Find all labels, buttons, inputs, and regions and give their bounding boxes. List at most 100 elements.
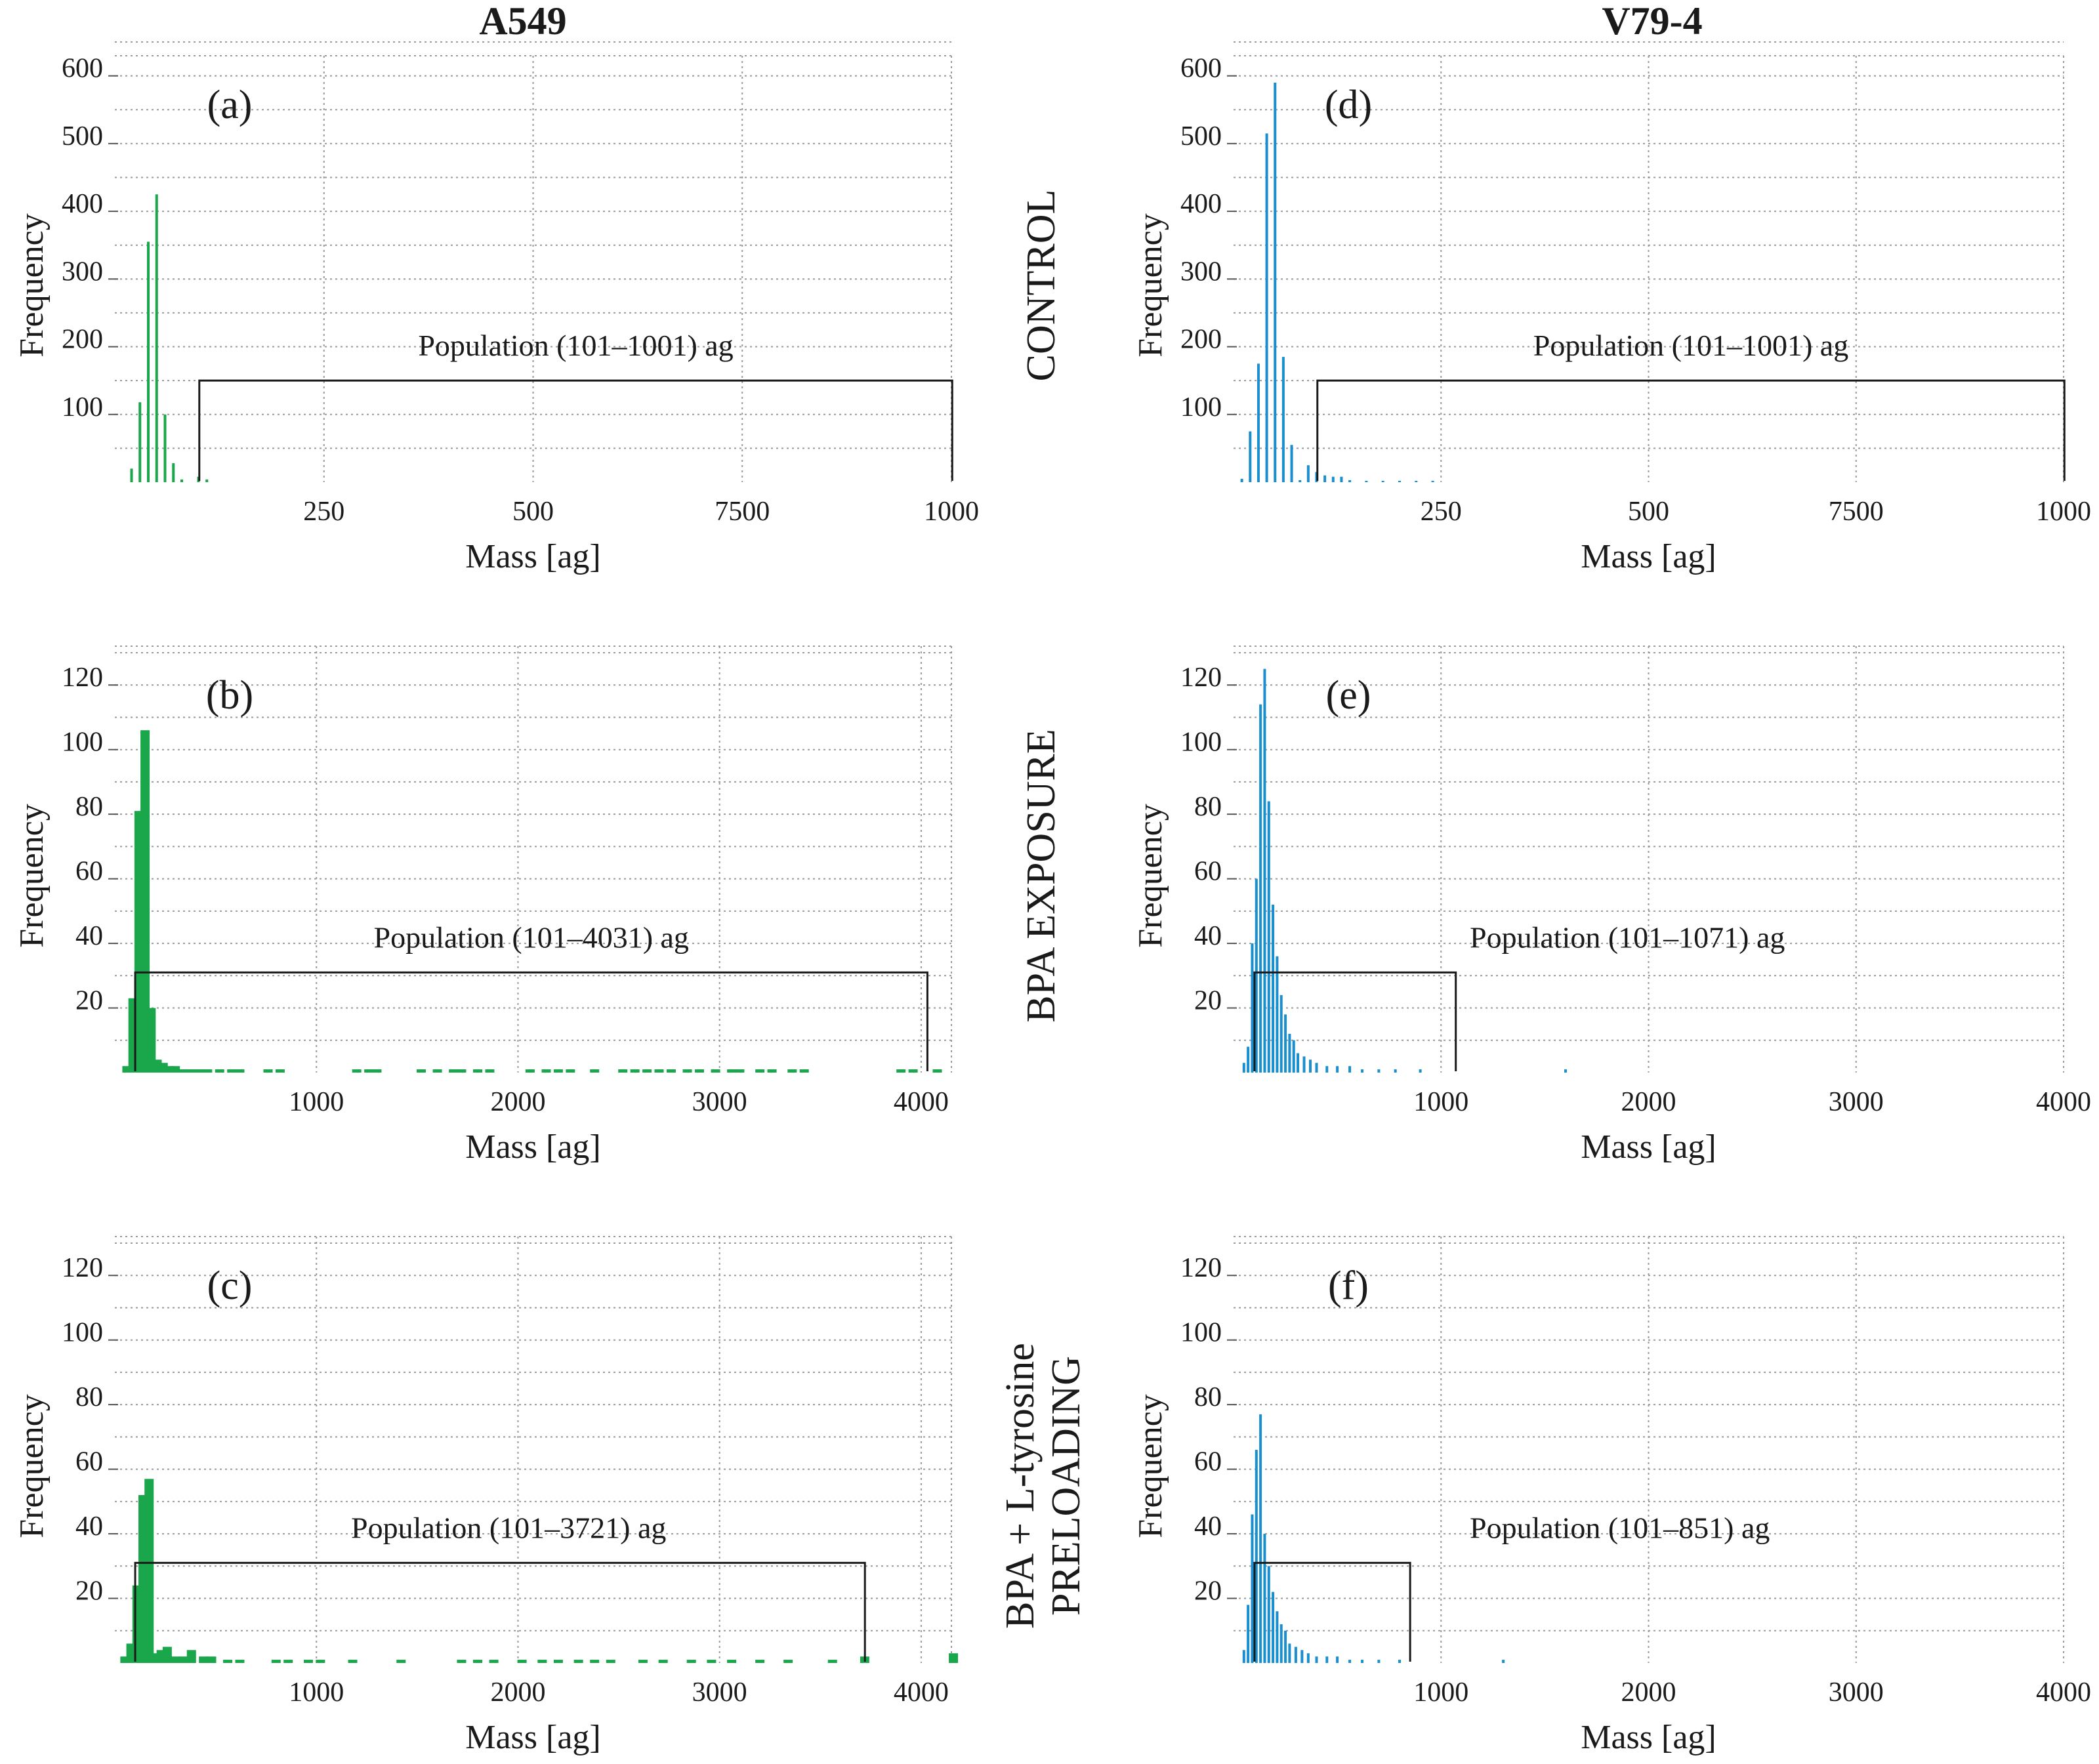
histogram-bar — [686, 1660, 696, 1663]
histogram-bar — [1315, 1656, 1318, 1663]
histogram-bar — [178, 1069, 188, 1073]
histogram-bar — [138, 402, 142, 482]
histogram-bar — [227, 1069, 237, 1073]
y-tick-label: 60 — [1194, 1447, 1222, 1477]
histogram-bar — [223, 1660, 233, 1663]
histogram-bar — [215, 1069, 224, 1073]
y-tick-label: 80 — [1194, 792, 1222, 822]
y-tick-label: 80 — [1194, 1382, 1222, 1412]
histogram-bar — [271, 1660, 281, 1663]
y-tick-label: 100 — [1180, 1318, 1222, 1348]
histogram-bar — [172, 463, 175, 482]
y-tick-label: 40 — [75, 1511, 103, 1542]
histogram-bar — [457, 1660, 467, 1663]
histogram-bar — [396, 1660, 406, 1663]
histogram-bar — [1255, 878, 1258, 1073]
x-tick-label: 3000 — [1829, 1677, 1884, 1708]
population-label: Population (101–1001) ag — [418, 329, 733, 362]
x-tick-label: 2000 — [1621, 1677, 1676, 1708]
histogram-bar — [348, 1660, 358, 1663]
histogram-bar — [1242, 1650, 1245, 1663]
histogram-bar — [1323, 475, 1327, 482]
x-axis-title: Mass [ag] — [465, 538, 601, 575]
histogram-bar — [432, 1069, 442, 1073]
column-title-a549: A549 — [479, 0, 566, 43]
histogram-bar — [1398, 480, 1401, 482]
histogram-bar — [203, 1069, 213, 1073]
histogram-bar — [1259, 1414, 1262, 1663]
histogram-bar — [303, 1660, 313, 1663]
population-bracket — [134, 971, 928, 1071]
x-axis-title: Mass [ag] — [1581, 1719, 1716, 1756]
histogram-bar — [1259, 704, 1262, 1073]
histogram-bar — [1300, 1650, 1304, 1663]
population-label: Population (101–4031) ag — [374, 920, 689, 954]
histogram-bar — [1502, 1660, 1505, 1663]
histogram-bar — [755, 1660, 765, 1663]
x-tick-label: 1000 — [289, 1677, 344, 1708]
population-bracket — [198, 379, 953, 481]
panel-b: 20 40 60 80 100 120 1000 2000 3000 4000 Mass [ag] F… — [13, 646, 952, 1166]
y-tick-label: 600 — [1180, 54, 1222, 84]
histogram-bar — [1263, 668, 1266, 1073]
histogram-bar — [235, 1069, 245, 1073]
histogram-bar — [1251, 1514, 1254, 1663]
histogram-bar — [372, 1069, 382, 1073]
histogram-bar — [1272, 1591, 1275, 1663]
panel-letter: (c) — [207, 1263, 253, 1308]
histogram-bar — [164, 1066, 174, 1073]
histogram-bar — [449, 1069, 459, 1073]
histogram-bar — [638, 1660, 648, 1663]
histogram-bar — [1325, 1066, 1329, 1073]
histogram-bar — [1415, 480, 1418, 482]
histogram-bar — [1279, 1624, 1283, 1663]
histogram-bar — [590, 1660, 600, 1663]
histogram-bar — [1361, 1660, 1364, 1663]
panel-a: 100 200 300 400 500 600 250 500 7500 1000 Mass [ag… — [13, 41, 979, 575]
y-tick-label: 100 — [62, 392, 103, 422]
y-tick-label: 40 — [1194, 1511, 1222, 1542]
histogram-bar — [207, 1656, 217, 1663]
x-tick-label: 7500 — [1829, 497, 1884, 527]
x-tick-label: 2000 — [1621, 1087, 1676, 1117]
x-tick-label: 3000 — [692, 1677, 747, 1708]
histogram-bar — [130, 468, 133, 482]
histogram-bar — [1267, 1566, 1270, 1663]
histogram-bar — [767, 1069, 777, 1073]
panel-letter: (f) — [1328, 1263, 1369, 1308]
histogram-bar — [908, 1069, 918, 1073]
population-label: Population (101–851) ag — [1470, 1511, 1770, 1544]
histogram-bar — [727, 1660, 737, 1663]
column-title-v79-4: V79-4 — [1602, 0, 1702, 43]
histogram-bar — [263, 1069, 273, 1073]
y-axis-title: Frequency — [13, 1394, 51, 1538]
histogram-bar — [1325, 1656, 1329, 1663]
y-tick-label: 20 — [75, 1576, 103, 1607]
histogram-bar — [195, 1069, 205, 1073]
histogram-bar — [618, 1069, 628, 1073]
histogram-bar — [1288, 1643, 1291, 1663]
histogram-bar — [352, 1069, 362, 1073]
histogram-bar — [1274, 82, 1277, 482]
histogram-bar — [896, 1069, 906, 1073]
x-tick-label: 250 — [303, 497, 344, 527]
y-axis-title: Frequency — [13, 804, 51, 947]
x-axis-title: Mass [ag] — [1581, 538, 1716, 575]
histogram-bar — [658, 1660, 668, 1663]
y-tick-label: 60 — [75, 857, 103, 887]
histogram-bar — [783, 1660, 793, 1663]
histogram-bar — [1297, 1053, 1300, 1073]
y-tick-label: 80 — [75, 792, 103, 822]
histogram-bar — [949, 1653, 959, 1663]
population-bracket — [1253, 1561, 1411, 1662]
row-label-bpa-ltyrosine-line2: PRELOADING — [1044, 1356, 1089, 1616]
histogram-bar — [147, 241, 150, 482]
histogram-bar — [553, 1660, 563, 1663]
x-axis-title: Mass [ag] — [465, 1719, 601, 1756]
histogram-bar — [146, 1008, 156, 1073]
x-tick-label: 7500 — [715, 497, 770, 527]
histogram-bar — [537, 1660, 547, 1663]
histogram-bar — [606, 1660, 615, 1663]
histogram-bar — [1247, 1605, 1250, 1663]
histogram-bar — [541, 1069, 551, 1073]
